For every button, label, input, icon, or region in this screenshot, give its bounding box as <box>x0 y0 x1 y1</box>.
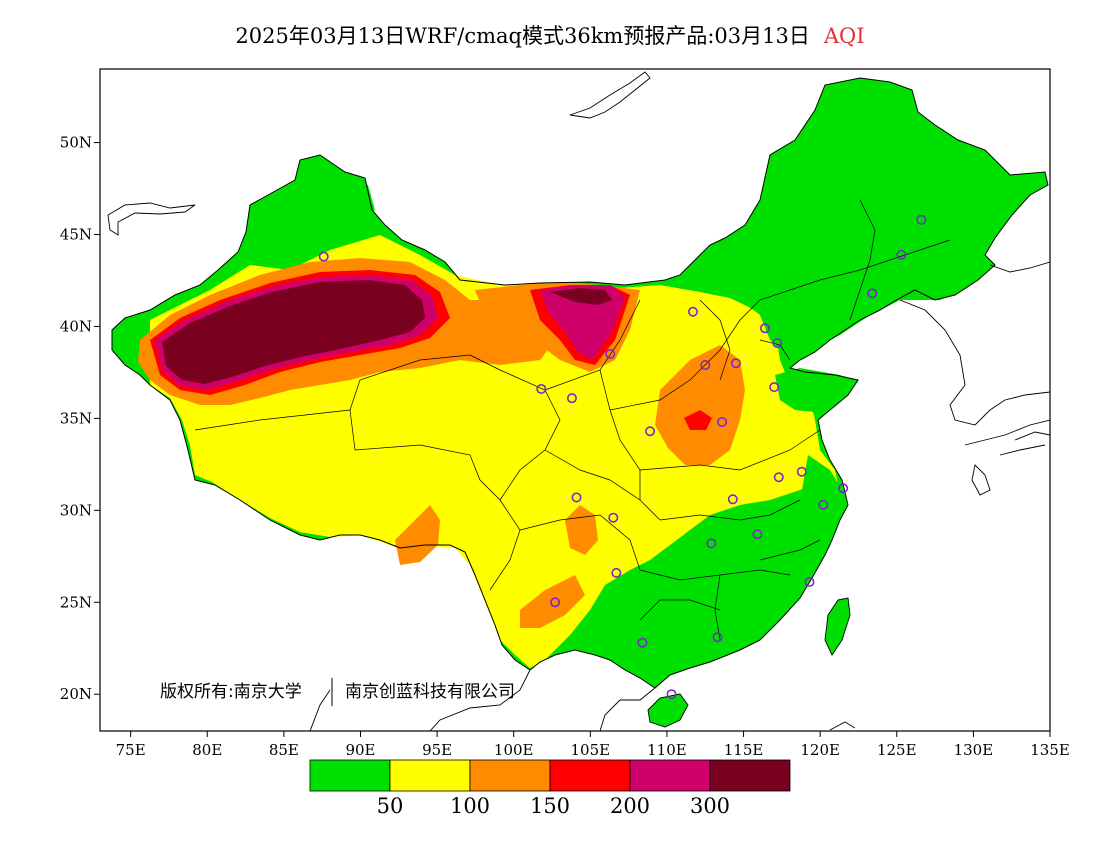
y-tick-label: 30N <box>60 501 92 519</box>
x-axis: 75E 80E 85E 90E 95E 100E 105E 110E 115E 120E 125E 1… <box>116 731 1070 759</box>
station-marker <box>773 472 784 483</box>
station-marker <box>608 512 619 523</box>
map-area: 版权所有:南京大学 南京创蓝科技有限公司 <box>107 71 1050 731</box>
color-legend: 50 100 150 200 300 <box>309 759 791 818</box>
station-marker <box>687 306 698 317</box>
x-tick-label: 95E <box>422 741 452 759</box>
x-tick-label: 100E <box>494 741 534 759</box>
station-marker <box>818 499 829 510</box>
title-main: 2025年03月13日WRF/cmaq模式36km预报产品:03月13日 <box>235 24 810 48</box>
station-marker <box>645 426 656 437</box>
x-tick-label: 135E <box>1030 741 1070 759</box>
y-tick-label: 20N <box>60 685 92 703</box>
region-aqi-very-unhealthy-north <box>540 285 625 360</box>
station-marker <box>752 529 763 540</box>
station-marker <box>318 251 329 262</box>
station-marker <box>838 483 849 494</box>
legend-swatch <box>389 759 471 792</box>
station-marker <box>611 567 622 578</box>
x-tick-label: 85E <box>269 741 299 759</box>
region-aqi-good-xinjiang <box>246 165 375 245</box>
station-marker <box>896 249 907 260</box>
x-tick-label: 120E <box>800 741 840 759</box>
region-aqi-good-south <box>588 480 835 678</box>
legend-label: 300 <box>690 794 730 818</box>
station-marker <box>769 382 780 393</box>
x-tick-label: 105E <box>571 741 611 759</box>
station-marker <box>637 637 648 648</box>
legend-swatch <box>709 759 791 792</box>
y-tick-label: 50N <box>60 134 92 152</box>
region-aqi-usg-central <box>655 345 745 465</box>
x-tick-label: 75E <box>116 741 146 759</box>
x-tick-label: 115E <box>724 741 764 759</box>
station-marker <box>605 349 616 360</box>
station-marker <box>571 492 582 503</box>
station-marker <box>550 597 561 608</box>
station-marker <box>717 417 728 428</box>
station-marker <box>727 494 738 505</box>
x-tick-label: 110E <box>647 741 687 759</box>
legend-swatch <box>549 759 631 792</box>
map-title: 2025年03月13日WRF/cmaq模式36km预报产品:03月13日 AQI <box>0 20 1100 50</box>
station-markers <box>318 214 927 700</box>
region-aqi-hazardous <box>162 280 425 384</box>
neighbor-coastlines <box>107 71 1050 731</box>
station-marker <box>712 632 723 643</box>
region-aqi-good-jiangsu <box>802 455 842 510</box>
region-aqi-unhealthy-henan <box>684 410 712 430</box>
copyright-partner: 南京创蓝科技有限公司 <box>345 682 515 702</box>
y-tick-label: 45N <box>60 226 92 244</box>
x-tick-label: 125E <box>877 741 917 759</box>
station-marker <box>772 337 783 348</box>
region-aqi-good-shandong <box>775 368 858 412</box>
legend-swatch <box>629 759 711 792</box>
china-boundary <box>111 77 1049 689</box>
map-frame <box>99 68 1051 732</box>
station-marker <box>700 360 711 371</box>
legend-label: 100 <box>450 794 490 818</box>
region-taiwan <box>825 598 850 655</box>
region-aqi-good-ne <box>700 190 990 360</box>
x-tick-label: 130E <box>954 741 994 759</box>
station-marker <box>796 466 807 477</box>
x-tick-label: 90E <box>345 741 375 759</box>
station-marker <box>666 689 677 700</box>
station-marker <box>916 214 927 225</box>
legend-label: 200 <box>610 794 650 818</box>
legend-label: 150 <box>530 794 570 818</box>
region-aqi-usg-sichuan <box>565 505 598 555</box>
y-axis: 20N 25N 30N 35N 40N 45N 50N <box>60 134 100 703</box>
station-marker <box>804 577 815 588</box>
copyright-owner: 版权所有:南京大学 <box>160 682 302 702</box>
title-variable: AQI <box>823 24 865 48</box>
station-marker <box>730 358 741 369</box>
station-marker <box>867 288 878 299</box>
region-aqi-usg-tibet <box>395 505 440 565</box>
y-tick-label: 40N <box>60 317 92 335</box>
legend-label: 50 <box>377 794 404 818</box>
region-aqi-hazardous-north <box>550 288 612 305</box>
province-boundaries <box>194 199 951 641</box>
station-marker <box>536 383 547 394</box>
region-hainan <box>648 694 688 727</box>
station-marker <box>759 323 770 334</box>
station-marker <box>706 538 717 549</box>
y-tick-label: 35N <box>60 409 92 427</box>
x-tick-label: 80E <box>192 741 222 759</box>
legend-swatch <box>309 759 391 792</box>
station-marker <box>566 393 577 404</box>
region-aqi-usg-yunnan <box>520 575 585 628</box>
legend-swatch <box>469 759 551 792</box>
y-tick-label: 25N <box>60 593 92 611</box>
